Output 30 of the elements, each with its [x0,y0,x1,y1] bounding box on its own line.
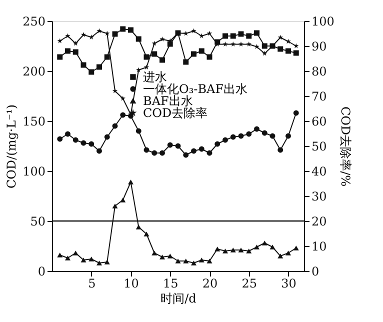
legend-label: BAF出水 [143,94,193,108]
y2-tick-label: 40 [312,164,327,178]
y2-tick-label: 0 [312,264,320,278]
x-tick-label: 10 [124,276,139,290]
x-tick-label: 30 [281,276,296,290]
y-tick-label: 50 [30,214,46,228]
y2-tick-label: 20 [312,214,327,228]
y-tick-label: 200 [22,64,46,78]
y2-tick-label: 10 [312,240,327,254]
y2-tick-label: 90 [312,40,327,54]
y-axis-title: COD/(mg·L⁻¹) [4,104,19,189]
x-axis-title: 时间/d [160,292,197,306]
legend-label: 进水 [143,70,167,84]
y2-tick-label: 30 [312,190,327,204]
legend-label: 一体化O₃-BAF出水 [143,82,248,96]
x-tick-label: 25 [242,276,258,290]
y2-tick-label: 70 [312,90,327,104]
x-tick-label: 15 [162,276,178,290]
y-tick-label: 250 [22,14,46,28]
y2-tick-label: 50 [312,140,327,154]
legend-label: COD去除率 [143,106,208,120]
y-tick-label: 0 [38,264,46,278]
y2-axis-title: COD去除率/% [338,106,352,187]
x-tick-label: 5 [88,276,96,290]
y-tick-label: 150 [22,114,46,128]
y2-tick-label: 80 [312,64,327,78]
y2-tick-label: 60 [312,114,327,128]
x-tick-label: 20 [202,276,218,290]
y-tick-label: 100 [22,164,46,178]
y2-tick-label: 100 [312,14,334,28]
